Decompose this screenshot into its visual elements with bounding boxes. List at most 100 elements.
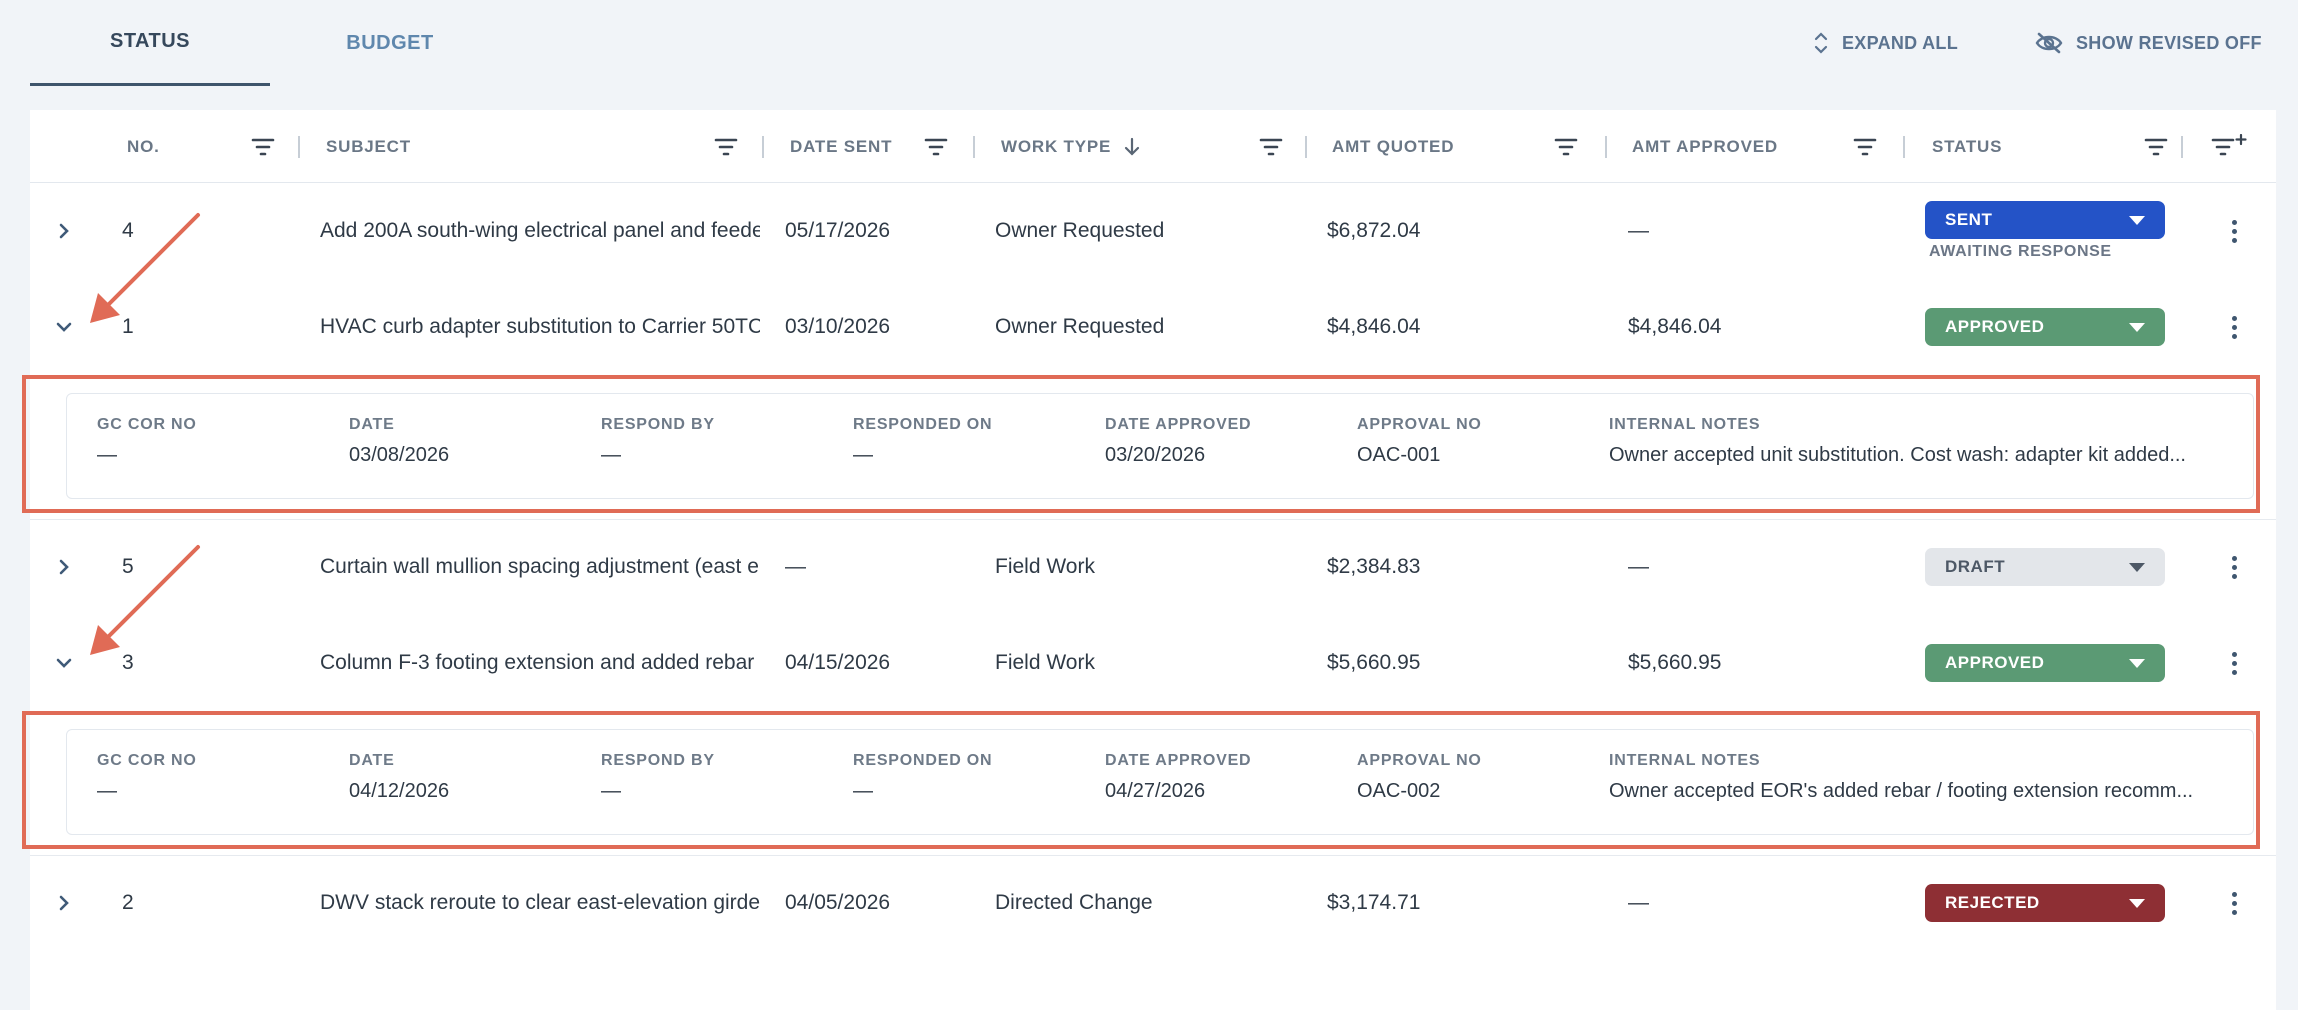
column-header-no[interactable]: NO. bbox=[127, 136, 160, 156]
column-separator[interactable] bbox=[298, 136, 300, 158]
cell-subject[interactable]: DWV stack reroute to clear east-elevatio… bbox=[320, 891, 760, 914]
chevron-right-icon[interactable] bbox=[52, 891, 76, 915]
eye-off-icon bbox=[2035, 32, 2063, 54]
detail-responded-on: RESPONDED ON — bbox=[853, 416, 993, 466]
column-separator[interactable] bbox=[2181, 136, 2183, 158]
cell-amt-quoted: $6,872.04 bbox=[1327, 219, 1421, 242]
cell-date-sent: 05/17/2026 bbox=[785, 219, 891, 242]
column-header-subject[interactable]: SUBJECT bbox=[326, 136, 411, 156]
column-separator[interactable] bbox=[1903, 136, 1905, 158]
show-revised-toggle[interactable]: SHOW REVISED OFF bbox=[2034, 0, 2262, 86]
cell-amt-quoted: $5,660.95 bbox=[1327, 651, 1421, 674]
column-header-status[interactable]: STATUS bbox=[1932, 136, 2003, 156]
table-row[interactable]: 5 Curtain wall mullion spacing adjustmen… bbox=[30, 519, 2276, 615]
status-dropdown[interactable]: REJECTED bbox=[1925, 884, 2165, 922]
status-label: DRAFT bbox=[1945, 557, 2006, 576]
filter-icon[interactable] bbox=[1852, 134, 1878, 160]
chevron-right-icon[interactable] bbox=[52, 555, 76, 579]
filter-icon[interactable] bbox=[713, 134, 739, 160]
detail-gc-cor-no: GC COR NO — bbox=[97, 752, 197, 802]
cell-amt-approved: — bbox=[1628, 555, 1649, 578]
status-note: AWAITING RESPONSE bbox=[1929, 243, 2112, 260]
column-header-work-type[interactable]: WORK TYPE bbox=[1001, 110, 1141, 183]
cell-amt-quoted: $3,174.71 bbox=[1327, 891, 1421, 914]
expand-all-button[interactable]: EXPAND ALL bbox=[1812, 0, 1958, 86]
caret-down-icon bbox=[2129, 899, 2145, 908]
cell-no: 5 bbox=[122, 555, 134, 578]
caret-down-icon bbox=[2129, 563, 2145, 572]
filter-icon[interactable] bbox=[1258, 134, 1284, 160]
change-order-table: NO. SUBJECT DATE SENT WORK TYPE AMT QUOT… bbox=[22, 110, 2276, 1010]
column-separator[interactable] bbox=[762, 136, 764, 158]
cell-work-type: Owner Requested bbox=[995, 315, 1165, 338]
filter-icon[interactable] bbox=[923, 134, 949, 160]
chevron-right-icon[interactable] bbox=[52, 219, 76, 243]
detail-respond-by: RESPOND BY — bbox=[601, 416, 715, 466]
caret-down-icon bbox=[2129, 216, 2145, 225]
status-dropdown[interactable]: DRAFT bbox=[1925, 548, 2165, 586]
filter-icon[interactable] bbox=[2143, 134, 2169, 160]
detail-date-approved: DATE APPROVED 03/20/2026 bbox=[1105, 416, 1252, 466]
cell-date-sent: 04/05/2026 bbox=[785, 891, 891, 914]
tab-budget[interactable]: BUDGET bbox=[346, 31, 434, 54]
status-dropdown[interactable]: SENT bbox=[1925, 201, 2165, 239]
caret-down-icon bbox=[2129, 323, 2145, 332]
arrow-down-icon[interactable] bbox=[1123, 137, 1141, 157]
cell-work-type: Field Work bbox=[995, 651, 1095, 674]
column-separator[interactable] bbox=[1305, 136, 1307, 158]
chevron-down-icon[interactable] bbox=[52, 651, 76, 675]
cell-date-sent: — bbox=[785, 555, 806, 578]
detail-responded-on: RESPONDED ON — bbox=[853, 752, 993, 802]
status-dropdown[interactable]: APPROVED bbox=[1925, 308, 2165, 346]
filter-icon[interactable] bbox=[250, 134, 276, 160]
kebab-menu-icon[interactable] bbox=[2228, 889, 2240, 919]
cell-subject[interactable]: Add 200A south-wing electrical panel and… bbox=[320, 219, 760, 242]
detail-date: DATE 03/08/2026 bbox=[349, 416, 450, 466]
cell-no: 1 bbox=[122, 315, 134, 338]
column-header-date-sent[interactable]: DATE SENT bbox=[790, 136, 893, 156]
table-header: NO. SUBJECT DATE SENT WORK TYPE AMT QUOT… bbox=[30, 110, 2276, 183]
row-detail-panel: GC COR NO — DATE 03/08/2026 RESPOND BY — RE… bbox=[66, 393, 2254, 499]
kebab-menu-icon[interactable] bbox=[2228, 649, 2240, 679]
column-header-amt-approved[interactable]: AMT APPROVED bbox=[1632, 136, 1778, 156]
status-label: REJECTED bbox=[1945, 893, 2040, 912]
cell-amt-approved: — bbox=[1628, 219, 1649, 242]
table-row[interactable]: 3 Column F-3 footing extension and added… bbox=[30, 615, 2276, 711]
kebab-menu-icon[interactable] bbox=[2228, 553, 2240, 583]
annotation-arrow-icon bbox=[90, 213, 200, 323]
annotation-highlight-box bbox=[22, 711, 2260, 849]
row-divider bbox=[30, 855, 2276, 856]
cell-work-type: Field Work bbox=[995, 555, 1095, 578]
cell-subject[interactable]: Curtain wall mullion spacing adjustment … bbox=[320, 555, 760, 578]
table-row[interactable]: 2 DWV stack reroute to clear east-elevat… bbox=[30, 855, 2276, 951]
kebab-menu-icon[interactable] bbox=[2228, 313, 2240, 343]
cell-work-type: Owner Requested bbox=[995, 219, 1165, 242]
status-label: APPROVED bbox=[1945, 653, 2045, 672]
kebab-menu-icon[interactable] bbox=[2228, 217, 2240, 247]
table-row[interactable]: 1 HVAC curb adapter substitution to Carr… bbox=[30, 279, 2276, 375]
chevron-down-icon[interactable] bbox=[52, 315, 76, 339]
cell-date-sent: 03/10/2026 bbox=[785, 315, 891, 338]
column-separator[interactable] bbox=[973, 136, 975, 158]
chevron-up-down-icon bbox=[1814, 32, 1828, 54]
column-header-amt-quoted[interactable]: AMT QUOTED bbox=[1332, 136, 1455, 156]
cell-subject[interactable]: HVAC curb adapter substitution to Carrie… bbox=[320, 315, 760, 338]
status-label: SENT bbox=[1945, 210, 1993, 229]
detail-respond-by: RESPOND BY — bbox=[601, 752, 715, 802]
detail-internal-notes: INTERNAL NOTES Owner accepted EOR's added… bbox=[1609, 752, 2194, 802]
cell-amt-quoted: $4,846.04 bbox=[1327, 315, 1421, 338]
cell-amt-approved: — bbox=[1628, 891, 1649, 914]
cell-subject[interactable]: Column F-3 footing extension and added r… bbox=[320, 651, 755, 674]
tab-status[interactable]: STATUS bbox=[30, 0, 270, 86]
annotation-highlight-box bbox=[22, 375, 2260, 513]
detail-approval-no: APPROVAL NO OAC-001 bbox=[1357, 416, 1482, 466]
filter-plus-icon[interactable] bbox=[2210, 134, 2250, 160]
cell-amt-approved: $5,660.95 bbox=[1628, 651, 1722, 674]
table-row[interactable]: 4 Add 200A south-wing electrical panel a… bbox=[30, 183, 2276, 279]
column-separator[interactable] bbox=[1605, 136, 1607, 158]
status-dropdown[interactable]: APPROVED bbox=[1925, 644, 2165, 682]
cell-no: 3 bbox=[122, 651, 134, 674]
status-label: APPROVED bbox=[1945, 317, 2045, 336]
expand-all-label: EXPAND ALL bbox=[1842, 32, 1959, 53]
filter-icon[interactable] bbox=[1553, 134, 1579, 160]
